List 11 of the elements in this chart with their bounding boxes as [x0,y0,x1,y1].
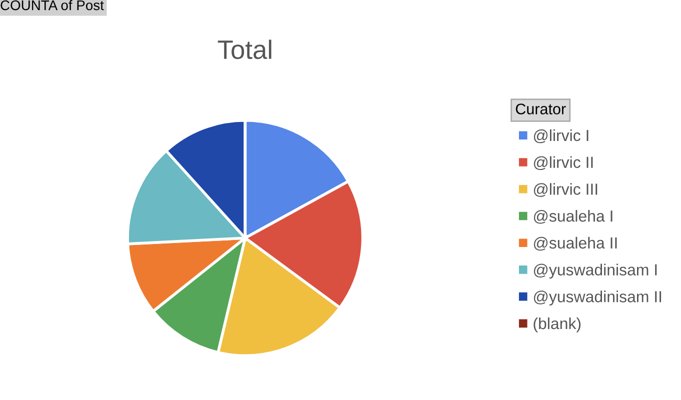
legend-label: (blank) [534,317,581,332]
legend-label: @sualeha II [534,236,617,251]
legend-label: @yuswadinisam I [534,264,657,279]
legend-label: @lirvic III [534,183,598,197]
legend-label: @sualeha I [534,210,612,224]
legend-title: Curator [516,104,566,114]
legend-label: @yuswadinisam II [534,290,662,306]
chart-title: Total [218,40,272,60]
legend-label: @lirvic I [534,129,588,144]
text: COUNTA of Post [0,0,104,10]
legend-label: @lirvic II [534,156,593,170]
